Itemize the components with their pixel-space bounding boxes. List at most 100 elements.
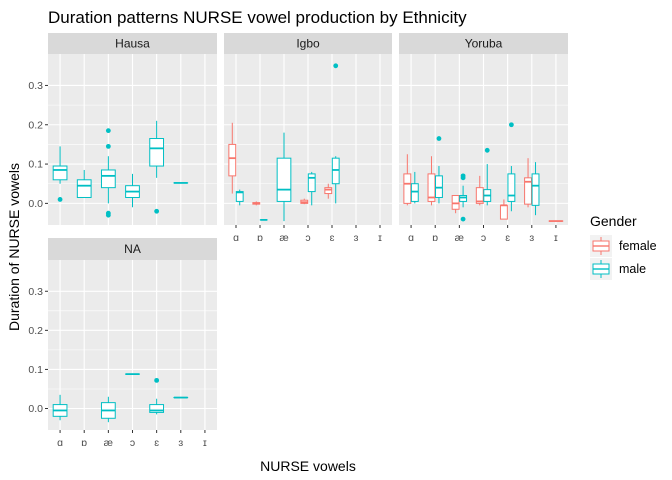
box-body <box>52 165 68 181</box>
y-tick-label: 0.3 <box>28 80 43 92</box>
box-body <box>149 138 165 167</box>
x-tick-label: ɜ <box>178 437 183 449</box>
box-body <box>403 173 412 204</box>
box-cat-female <box>475 175 484 206</box>
box-cat-female <box>451 195 460 214</box>
box-body <box>276 157 292 202</box>
outlier-point <box>460 216 466 222</box>
box-cat-male <box>100 396 116 423</box>
box-body <box>524 177 532 205</box>
x-tick-label: æ <box>104 437 113 449</box>
y-tick-label: 0.1 <box>28 364 43 376</box>
box-cat-male <box>507 122 516 212</box>
panel-hausa: Hausa 0.0 0.1 0.2 0.3 <box>28 33 217 225</box>
box-body <box>427 173 436 202</box>
box-cat-male <box>435 136 443 204</box>
x-tick-label: ɜ <box>529 232 534 244</box>
box-body <box>499 204 508 220</box>
x-tick-label: ɪ <box>554 232 558 244</box>
box-body <box>507 173 516 202</box>
outlier-point <box>105 212 111 218</box>
box-cat-male <box>149 377 165 415</box>
box-body <box>324 187 333 195</box>
box-body <box>100 169 116 189</box>
panel-strip-label: Igbo <box>296 37 320 51</box>
y-tick-label: 0.1 <box>28 159 43 171</box>
facet-panels: Hausa 0.0 0.1 0.2 0.3 Igbo ɑ ɒ æ ɔ ɛ ɜ ɪ Yoruba ɑ ɒ æ ɔ ɛ ɜ… <box>28 33 568 449</box>
y-tick-label: 0.0 <box>28 403 43 415</box>
x-tick-label: ɔ <box>305 232 310 244</box>
box-body <box>451 195 460 210</box>
legend-label: female <box>619 239 657 253</box>
box-cat-male <box>410 171 419 204</box>
box-cat-male <box>276 132 292 222</box>
x-tick-label: ɑ <box>57 437 63 449</box>
box-body <box>228 143 237 177</box>
box-cat-female <box>403 154 412 206</box>
box-cat-male <box>100 128 116 218</box>
box-cat-male <box>76 169 92 198</box>
legend-title: Gender <box>590 213 637 229</box>
panel-na: NA 0.0 0.1 0.2 0.3 ɑ ɒ æ ɔ ɛ ɜ ɪ <box>28 238 217 449</box>
outlier-point <box>436 136 442 141</box>
box-body <box>149 404 165 413</box>
outlier-point <box>460 175 466 181</box>
box-cat-male <box>331 63 340 204</box>
box-body <box>531 173 540 206</box>
panel-strip-label: Hausa <box>115 37 150 51</box>
box-cat-male <box>531 162 540 216</box>
box-cat-male <box>149 120 165 214</box>
legend-entry-female: female <box>590 235 657 257</box>
box-cat-male <box>307 171 316 206</box>
x-tick-label: æ <box>279 232 288 244</box>
x-tick-label: ɔ <box>481 232 486 244</box>
panel-strip <box>399 33 568 54</box>
y-tick-label: 0.0 <box>28 198 43 210</box>
x-tick-label: ɑ <box>408 232 414 244</box>
box-cat-female <box>228 122 237 194</box>
outlier-point <box>508 122 514 128</box>
outlier-point <box>333 63 339 69</box>
panel-igbo: Igbo ɑ ɒ æ ɔ ɛ ɜ ɪ <box>224 33 392 244</box>
box-cat-female <box>427 156 436 206</box>
box-cat-female <box>300 198 309 205</box>
outlier-point <box>154 208 160 214</box>
x-tick-label: ɒ <box>81 437 87 449</box>
x-tick-label: ɒ <box>257 232 263 244</box>
box-body <box>475 187 484 204</box>
box-cat-male <box>52 146 68 202</box>
outlier-point <box>154 377 160 383</box>
box-cat-male <box>52 394 68 421</box>
outlier-point <box>105 143 111 149</box>
box-cat-female <box>524 158 532 208</box>
box-body <box>331 157 340 185</box>
legend-entry-male: male <box>590 258 646 280</box>
panel-strip <box>48 33 217 54</box>
box-body <box>76 179 92 198</box>
box-cat-male <box>483 147 492 206</box>
box-cat-male <box>459 173 468 222</box>
x-tick-label: æ <box>455 232 464 244</box>
x-tick-label: ɛ <box>154 437 159 449</box>
x-tick-label: ɛ <box>330 232 335 244</box>
y-tick-label: 0.2 <box>28 325 43 337</box>
x-axis-title: NURSE vowels <box>260 458 356 474</box>
y-tick-label: 0.2 <box>28 119 43 131</box>
outlier-point <box>484 147 490 153</box>
panel-strip <box>48 238 217 260</box>
box-cat-male <box>235 189 244 206</box>
box-body <box>459 195 468 202</box>
box-body <box>435 175 443 198</box>
outlier-point <box>57 197 63 202</box>
box-cat-female <box>324 183 333 199</box>
x-tick-label: ɔ <box>130 437 135 449</box>
x-tick-label: ɒ <box>432 232 438 244</box>
x-tick-label: ɛ <box>505 232 510 244</box>
x-tick-label: ɜ <box>354 232 359 244</box>
panel-strip-label: NA <box>124 242 141 256</box>
x-tick-label: ɑ <box>233 232 239 244</box>
panel-yoruba: Yoruba ɑ ɒ æ ɔ ɛ ɜ ɪ <box>399 33 568 244</box>
box-cat-male <box>125 173 140 208</box>
y-tick-label: 0.3 <box>28 286 43 298</box>
